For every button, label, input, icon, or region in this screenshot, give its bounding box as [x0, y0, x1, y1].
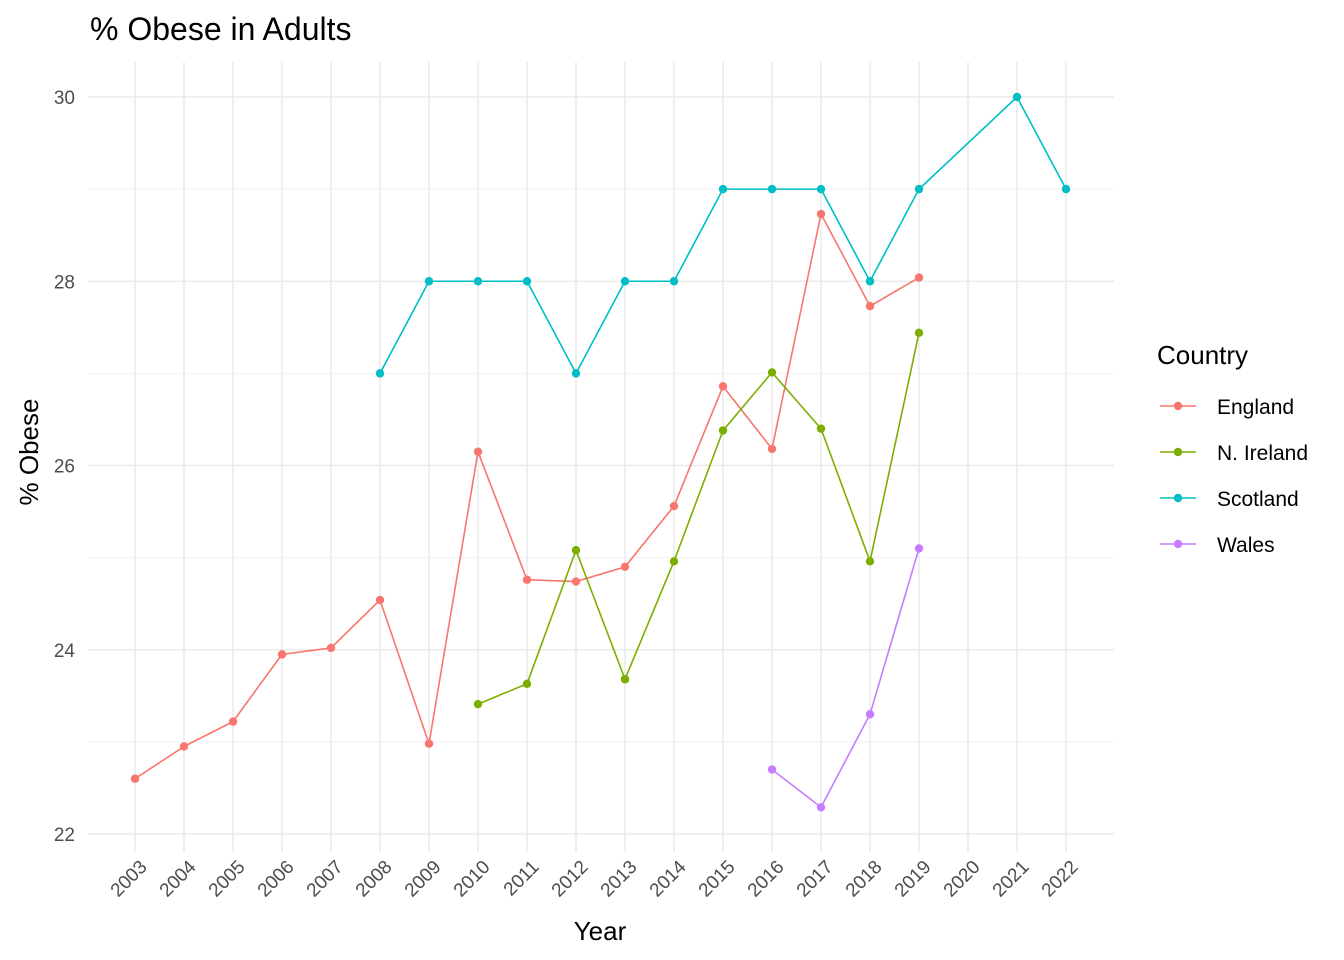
- legend-key-point: [1173, 401, 1183, 411]
- data-point: [865, 557, 875, 566]
- data-point: [1012, 92, 1022, 102]
- data-point: [424, 739, 434, 748]
- data-point: [620, 562, 630, 572]
- x-axis-ticks: 2003 2004 2005 2006 2007 2008 2009 2010 2011 2012…: [107, 856, 1083, 901]
- x-tick-label: 2006: [254, 857, 299, 902]
- series-n-ireland: [473, 328, 924, 709]
- data-point: [816, 424, 826, 433]
- data-point: [767, 368, 777, 377]
- data-point: [669, 501, 679, 511]
- data-point: [326, 643, 336, 653]
- legend-label: Wales: [1217, 534, 1275, 557]
- data-point: [865, 301, 875, 311]
- data-point: [179, 742, 189, 751]
- data-point: [620, 277, 630, 286]
- data-point: [473, 699, 483, 709]
- data-point: [669, 557, 679, 566]
- data-point: [228, 717, 238, 726]
- x-tick-label: 2008: [352, 857, 397, 902]
- data-point: [130, 774, 140, 783]
- data-point: [571, 577, 581, 586]
- legend: Country England N. Ireland Scotland Wales: [1157, 340, 1308, 557]
- data-point: [914, 273, 924, 282]
- x-tick-label: 2015: [695, 857, 740, 902]
- legend-title: Country: [1157, 340, 1248, 370]
- y-tick-label: 24: [54, 641, 76, 662]
- x-tick-label: 2013: [597, 857, 642, 902]
- x-tick-label: 2021: [989, 857, 1034, 902]
- series-layer: [130, 92, 1071, 812]
- legend-key-point: [1173, 539, 1183, 549]
- y-axis-title: % Obese: [14, 399, 44, 506]
- data-point: [571, 369, 581, 378]
- legend-item: Scotland: [1160, 488, 1299, 511]
- data-point: [767, 444, 777, 454]
- x-tick-label: 2020: [940, 857, 985, 902]
- data-point: [767, 765, 777, 774]
- legend-label: N. Ireland: [1217, 442, 1308, 465]
- series-england: [130, 209, 924, 783]
- legend-key-point: [1173, 493, 1183, 503]
- legend-item: N. Ireland: [1160, 442, 1308, 465]
- data-point: [718, 184, 728, 194]
- data-point: [375, 369, 385, 378]
- x-tick-label: 2016: [744, 857, 789, 902]
- data-point: [914, 328, 924, 338]
- legend-label: Scotland: [1217, 488, 1299, 511]
- y-tick-label: 26: [54, 457, 75, 478]
- y-tick-label: 28: [54, 272, 75, 293]
- x-tick-label: 2004: [156, 856, 201, 901]
- data-point: [522, 679, 532, 689]
- data-point: [375, 595, 385, 605]
- data-point: [767, 184, 777, 194]
- series-line: [379, 96, 1067, 375]
- legend-key-point: [1173, 447, 1183, 457]
- data-point: [473, 277, 483, 286]
- data-point: [1061, 184, 1071, 194]
- series-line: [771, 548, 920, 809]
- data-point: [914, 184, 924, 194]
- data-point: [718, 426, 728, 435]
- data-point: [816, 184, 826, 194]
- data-point: [571, 546, 581, 555]
- y-tick-label: 22: [54, 825, 75, 846]
- data-point: [669, 277, 679, 286]
- x-tick-label: 2003: [107, 857, 152, 902]
- plot-grid: [88, 62, 1114, 852]
- series-line: [477, 332, 920, 705]
- x-tick-label: 2017: [793, 857, 838, 902]
- x-tick-label: 2011: [500, 857, 544, 901]
- legend-item: Wales: [1160, 534, 1275, 557]
- x-tick-label: 2010: [450, 857, 495, 902]
- data-point: [816, 803, 826, 812]
- data-point: [865, 710, 875, 719]
- data-point: [522, 277, 532, 286]
- x-tick-label: 2009: [401, 857, 446, 902]
- legend-label: England: [1217, 396, 1294, 419]
- data-point: [865, 277, 875, 286]
- data-point: [718, 382, 728, 391]
- y-axis-ticks: 22 24 26 28 30: [54, 88, 76, 846]
- legend-item: England: [1160, 396, 1294, 419]
- data-point: [473, 447, 483, 456]
- x-tick-label: 2012: [548, 857, 593, 902]
- data-point: [277, 650, 287, 659]
- data-point: [620, 675, 630, 684]
- x-axis-title: Year: [574, 916, 627, 946]
- x-tick-label: 2014: [646, 856, 691, 901]
- data-point: [914, 544, 924, 553]
- x-tick-label: 2019: [891, 857, 936, 902]
- data-point: [522, 575, 532, 584]
- data-point: [816, 209, 826, 219]
- y-tick-label: 30: [54, 88, 75, 109]
- x-tick-label: 2005: [205, 857, 250, 902]
- series-scotland: [375, 92, 1071, 378]
- x-tick-label: 2018: [842, 857, 887, 902]
- data-point: [424, 277, 434, 286]
- series-wales: [767, 544, 924, 812]
- x-tick-label: 2007: [303, 857, 348, 902]
- chart-title: % Obese in Adults: [90, 11, 351, 47]
- x-tick-label: 2022: [1038, 857, 1083, 902]
